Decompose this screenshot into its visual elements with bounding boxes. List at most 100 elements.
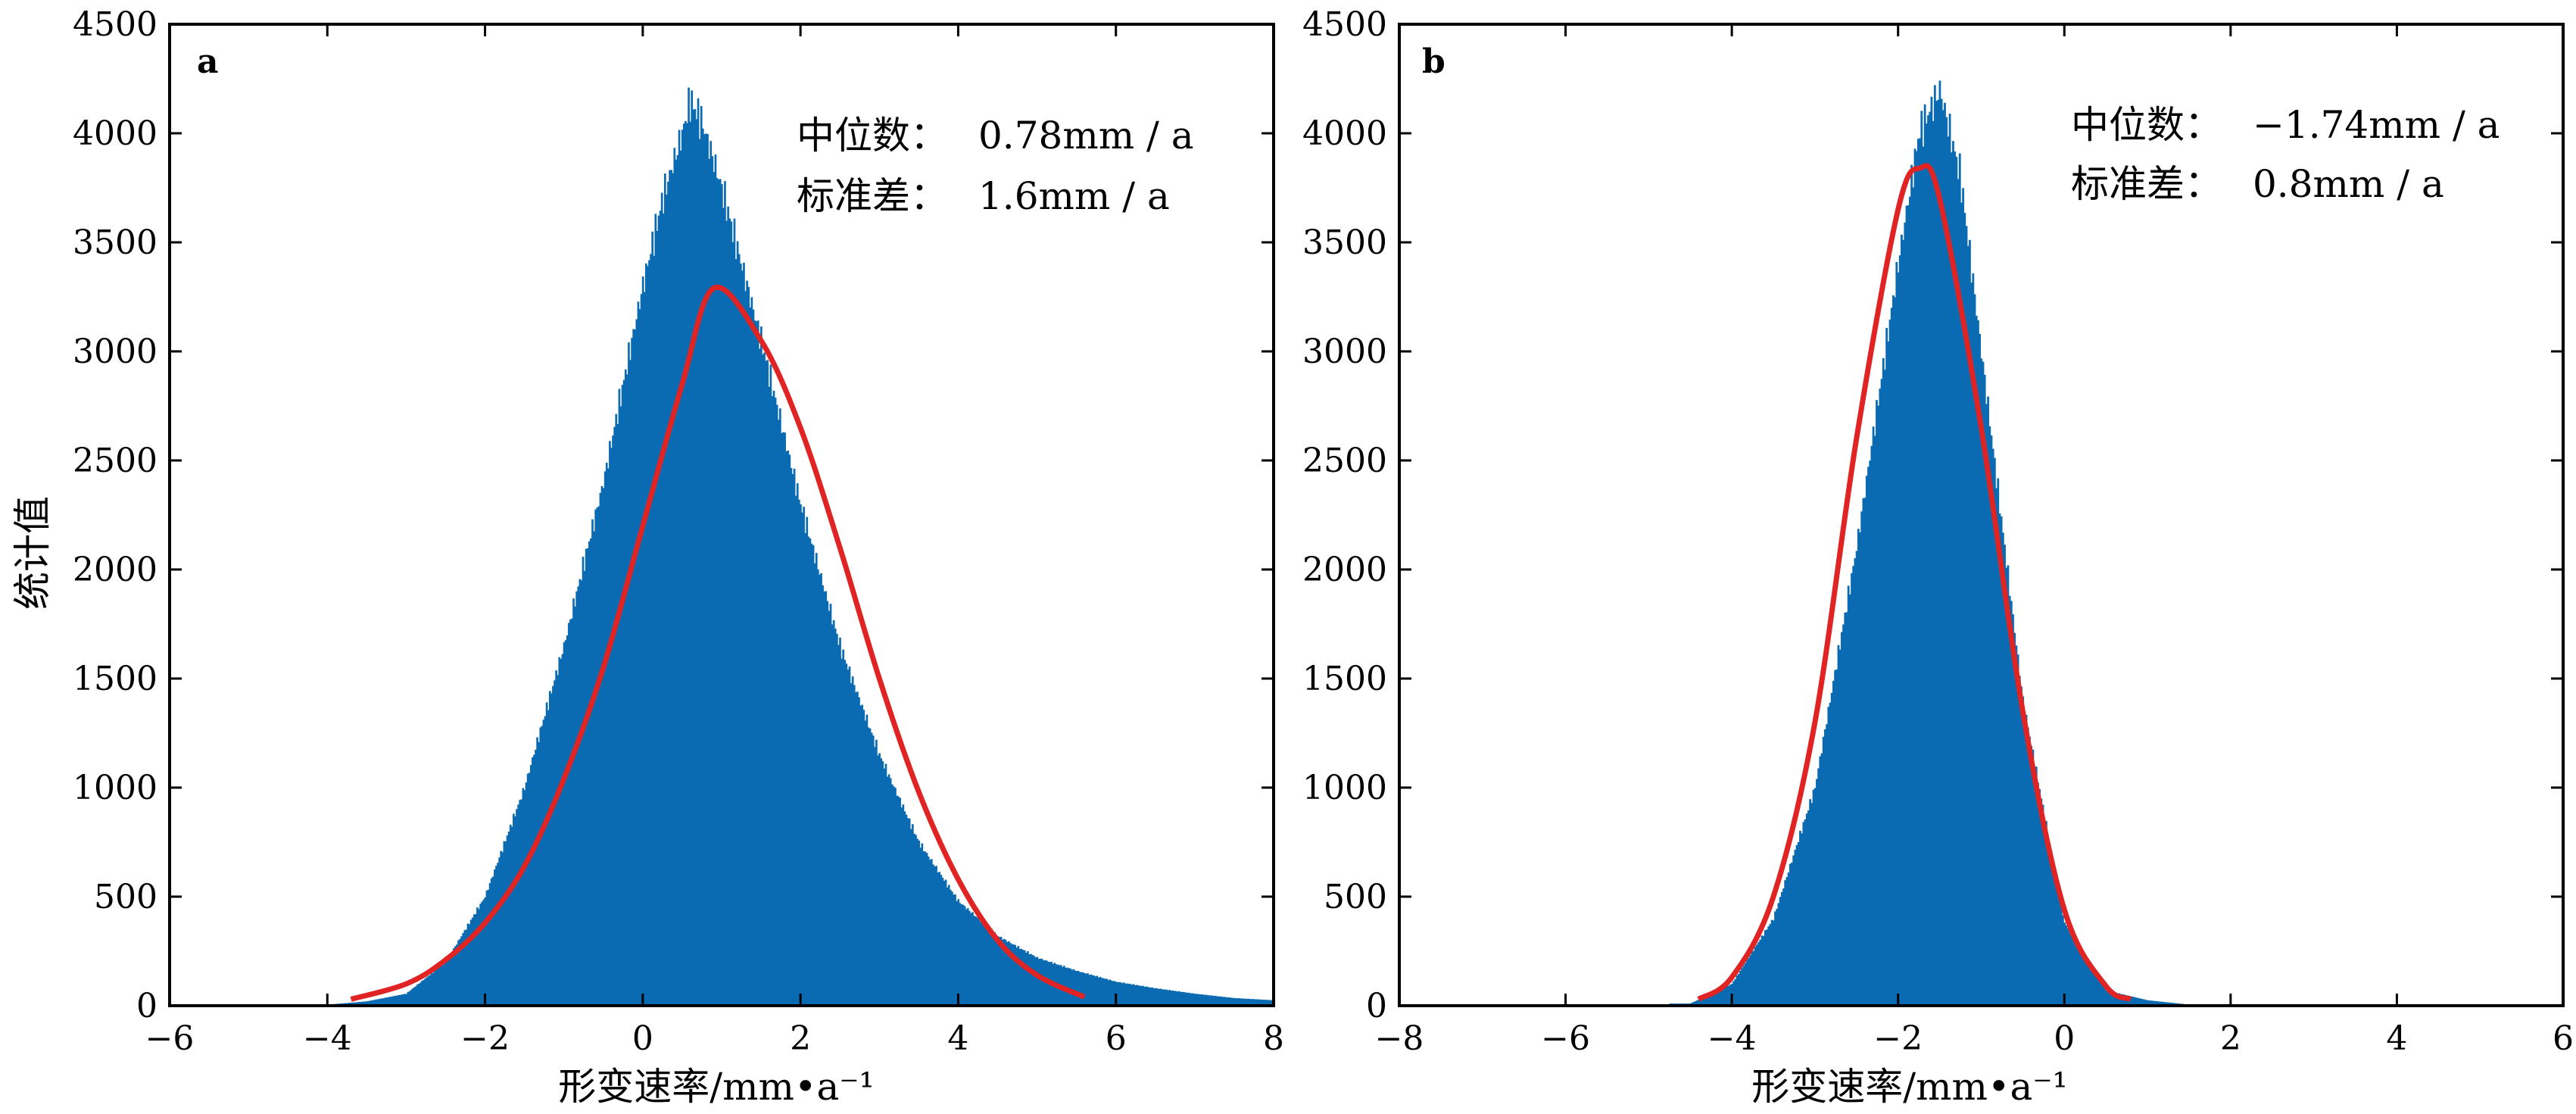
histogram-bar-a-378: [903, 811, 906, 1006]
histogram-bar-a-88: [446, 960, 449, 1006]
median-value-b: −1.74mm / a: [2253, 103, 2500, 147]
histogram-bar-a-267: [728, 218, 731, 1006]
histogram-bar-a-145: [536, 737, 538, 1006]
histogram-bar-b-279: [2133, 997, 2136, 1006]
histogram-bar-b-23: [1707, 994, 1711, 1006]
histogram-bar-a-407: [949, 890, 952, 1006]
histogram-bar-a-131: [514, 816, 516, 1006]
histogram-bar-a-235: [678, 129, 681, 1006]
histogram-bar-a-356: [869, 728, 872, 1006]
histogram-bar-a-462: [1036, 956, 1039, 1006]
histogram-bar-a-154: [550, 693, 553, 1006]
histogram-bar-a-440: [1001, 939, 1004, 1006]
histogram-bar-b-247: [2080, 948, 2082, 1006]
histogram-bar-a-303: [785, 451, 788, 1006]
histogram-bar-a-606: [1263, 1000, 1266, 1006]
histogram-bar-a-195: [615, 413, 618, 1006]
histogram-bar-a-293: [769, 364, 772, 1006]
histogram-bar-b-202: [2005, 567, 2008, 1006]
histogram-bar-a-241: [688, 87, 690, 1006]
histogram-bar-a-502: [1099, 976, 1102, 1006]
histogram-bar-a-259: [716, 178, 719, 1006]
histogram-bar-a-571: [1208, 995, 1211, 1006]
histogram-bar-b-66: [1779, 897, 1782, 1006]
histogram-bar-a-435: [993, 931, 996, 1006]
histogram-bar-a-335: [836, 634, 838, 1006]
histogram-bar-b-93: [1824, 729, 1826, 1006]
histogram-bar-b-151: [1920, 111, 1923, 1006]
histogram-bar-b-181: [1970, 282, 1973, 1006]
histogram-bar-a-143: [533, 754, 535, 1006]
histogram-bar-a-192: [610, 448, 613, 1006]
histogram-bar-b-133: [1890, 307, 1893, 1006]
histogram-bar-b-290: [2151, 1000, 2154, 1006]
histogram-bar-a-508: [1109, 979, 1112, 1006]
histogram-bar-a-62: [405, 994, 408, 1006]
histogram-bar-a-51: [388, 997, 391, 1006]
histogram-bar-a-370: [890, 784, 893, 1006]
histogram-bar-a-114: [487, 889, 490, 1006]
histogram-bar-b-92: [1822, 736, 1825, 1006]
histogram-bar-b-84: [1809, 799, 1812, 1006]
histogram-bar-b-205: [2010, 601, 2013, 1006]
histogram-bar-a-394: [928, 860, 931, 1006]
histogram-bar-a-498: [1093, 975, 1096, 1006]
histogram-bar-b-85: [1810, 803, 1813, 1006]
histogram-bar-b-42: [1739, 970, 1742, 1006]
histogram-bar-a-159: [558, 657, 561, 1006]
histogram-bar-b-159: [1933, 85, 1936, 1006]
histogram-bar-b-33: [1724, 987, 1727, 1006]
histogram-bar-a-164: [566, 635, 569, 1006]
histogram-bar-a-524: [1134, 985, 1137, 1006]
histogram-bar-b-77: [1797, 841, 1800, 1006]
histogram-bar-b-287: [2146, 1000, 2149, 1006]
histogram-bar-a-281: [750, 297, 753, 1006]
histogram-bar-a-59: [401, 994, 403, 1006]
histogram-bar-a-181: [593, 531, 595, 1006]
histogram-bar-a-152: [547, 710, 550, 1006]
histogram-bar-a-542: [1162, 989, 1165, 1006]
histogram-bar-a-381: [908, 818, 911, 1006]
histogram-bar-a-424: [976, 917, 979, 1006]
histogram-bar-a-306: [790, 467, 793, 1006]
histogram-bar-a-217: [650, 254, 652, 1006]
histogram-bar-a-126: [506, 835, 509, 1006]
histogram-bar-a-418: [966, 908, 969, 1006]
histogram-bar-a-220: [654, 214, 657, 1006]
histogram-bar-b-264: [2108, 991, 2111, 1006]
histogram-bar-a-495: [1088, 975, 1090, 1006]
histogram-bar-b-286: [2144, 1000, 2147, 1006]
histogram-bar-a-392: [925, 853, 928, 1006]
y-tick-label-b-8: 4000: [1302, 114, 1387, 153]
histogram-bar-a-201: [624, 369, 627, 1006]
histogram-bar-a-144: [535, 750, 537, 1006]
histogram-bar-b-60: [1769, 924, 1772, 1006]
histogram-bar-a-29: [353, 1002, 356, 1006]
histogram-bar-a-396: [932, 864, 934, 1006]
histogram-bar-a-529: [1142, 985, 1144, 1006]
histogram-bar-a-505: [1104, 978, 1106, 1006]
histogram-bar-a-188: [603, 471, 607, 1006]
histogram-bar-a-39: [369, 1000, 372, 1006]
histogram-bar-b-67: [1780, 891, 1783, 1006]
y-tick-label-b-6: 3000: [1302, 332, 1387, 371]
y-tick-label-a-8: 4000: [73, 114, 157, 153]
histogram-bar-b-242: [2072, 938, 2074, 1006]
histogram-bar-a-348: [856, 691, 859, 1006]
histogram-bar-a-497: [1091, 975, 1094, 1006]
histogram-bar-b-18: [1699, 999, 1702, 1006]
y-tick-label-a-1: 500: [94, 878, 157, 916]
histogram-bar-b-17: [1698, 999, 1700, 1006]
histogram-bar-b-293: [2157, 1001, 2159, 1006]
histogram-bar-a-300: [781, 432, 783, 1006]
histogram-bar-a-166: [569, 619, 572, 1006]
histogram-bar-a-485: [1072, 969, 1075, 1006]
histogram-bar-a-243: [691, 90, 694, 1006]
histogram-bar-b-288: [2148, 1000, 2150, 1006]
histogram-bar-b-216: [2029, 736, 2031, 1006]
histogram-bar-a-261: [719, 179, 722, 1006]
histogram-bar-a-514: [1118, 981, 1121, 1006]
histogram-bar-a-248: [698, 139, 701, 1006]
histogram-bar-a-260: [717, 179, 720, 1006]
x-axis-label-a: 形变速率/mm•a⁻¹: [558, 1065, 874, 1109]
